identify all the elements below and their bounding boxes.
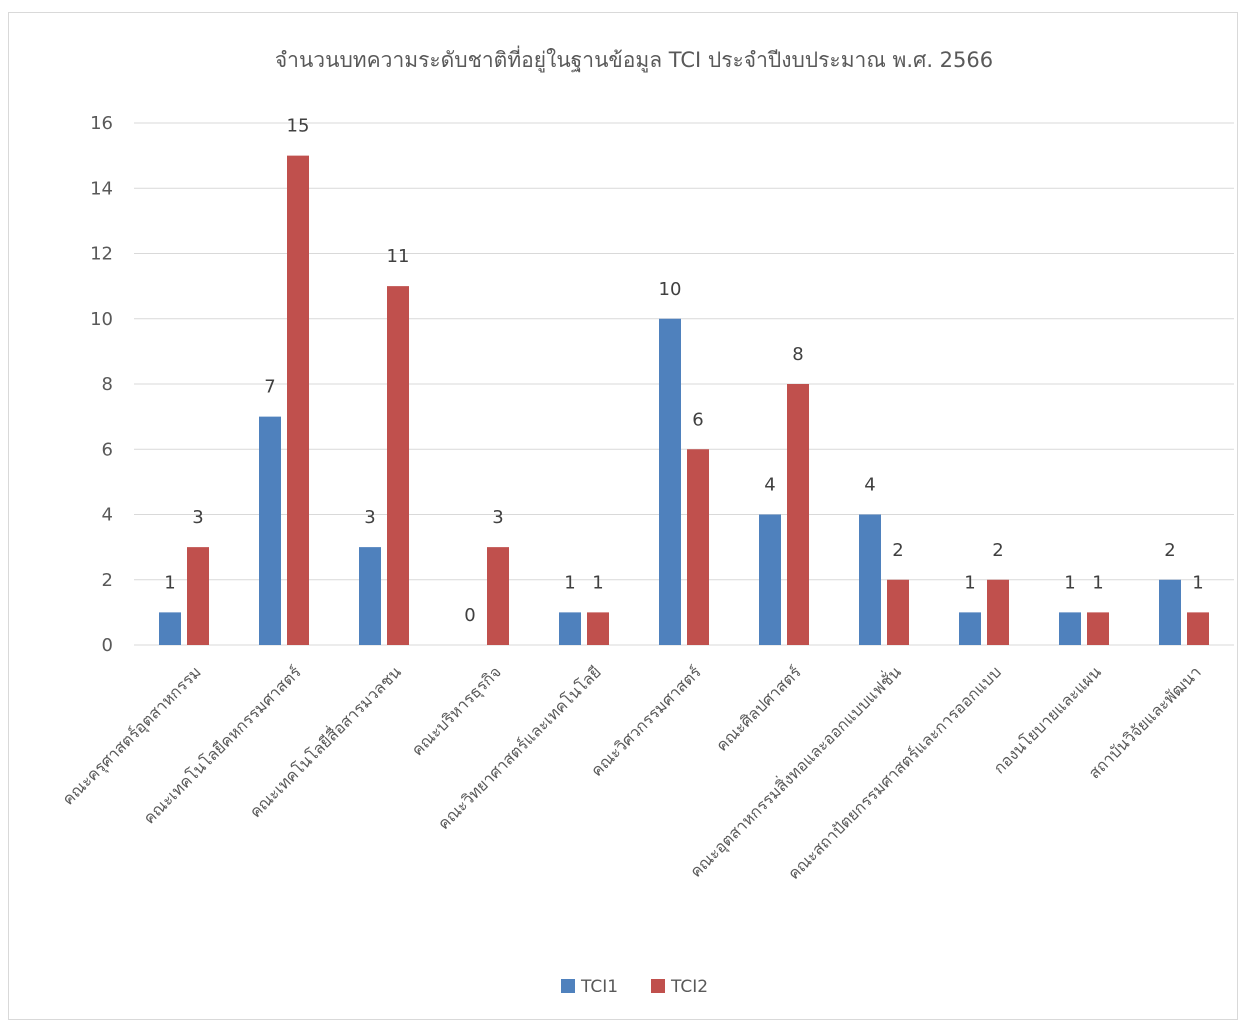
bar-tci1 (959, 612, 981, 645)
legend-label: TCI1 (580, 977, 618, 997)
y-tick-label: 10 (90, 309, 113, 330)
x-category-label: คณะเทคโนโลยีคหกรรมศาสตร์ (140, 662, 306, 828)
y-tick-label: 2 (102, 570, 113, 591)
bars (159, 155, 1209, 645)
bar-tci2 (1087, 612, 1109, 645)
y-tick-label: 4 (102, 505, 113, 526)
data-label: 3 (192, 507, 203, 528)
bar-tci1 (1059, 612, 1081, 645)
data-label: 1 (1192, 572, 1203, 593)
bar-tci1 (359, 547, 381, 645)
y-tick-label: 16 (90, 113, 113, 134)
y-tick-label: 6 (102, 439, 113, 460)
bar-tci1 (559, 612, 581, 645)
y-tick-label: 8 (102, 374, 113, 395)
bar-tci2 (187, 547, 209, 645)
legend-swatch-tci1 (561, 979, 575, 993)
bar-tci1 (1159, 579, 1181, 645)
data-label: 15 (287, 116, 310, 137)
x-category-label: คณะวิทยาศาสตร์และเทคโนโลยี (434, 662, 605, 833)
x-category-label: คณะวิศวกรรมศาสตร์ (587, 662, 705, 780)
data-label: 2 (1164, 540, 1175, 561)
bar-tci1 (659, 318, 681, 645)
x-category-label: คณะอุตสาหกรรมสิ่งทอและออกแบบแฟชั่น (685, 661, 906, 882)
data-label: 2 (992, 540, 1003, 561)
x-category-label: กองนโยบายและแผน (990, 662, 1105, 777)
bar-tci1 (759, 514, 781, 645)
data-label: 1 (164, 572, 175, 593)
bar-tci1 (259, 416, 281, 645)
x-category-label: สถาบันวิจัยและพัฒนา (1085, 662, 1205, 782)
data-label: 2 (892, 540, 903, 561)
data-label: 0 (464, 605, 475, 626)
data-label: 1 (592, 572, 603, 593)
data-label: 1 (964, 572, 975, 593)
bar-tci2 (787, 384, 809, 645)
bar-chart: จำนวนบทความระดับชาติที่อยู่ในฐานข้อมูล T… (58, 45, 1234, 997)
x-axis-categories: คณะครุศาสตร์อุตสาหกรรมคณะเทคโนโลยีคหกรรม… (58, 661, 1204, 883)
data-label: 1 (1064, 572, 1075, 593)
data-label: 1 (564, 572, 575, 593)
data-label: 3 (364, 507, 375, 528)
data-label: 11 (387, 246, 410, 267)
data-label: 6 (692, 409, 703, 430)
x-category-label: คณะสถาปัตยกรรมศาสตร์และการออกแบบ (784, 662, 1005, 883)
data-label: 3 (492, 507, 503, 528)
data-label: 8 (792, 344, 803, 365)
bar-tci2 (587, 612, 609, 645)
y-tick-label: 0 (102, 635, 113, 656)
data-label: 4 (764, 475, 775, 496)
bar-tci2 (287, 155, 309, 645)
bar-tci1 (159, 612, 181, 645)
bar-tci2 (887, 579, 909, 645)
data-label: 1 (1092, 572, 1103, 593)
chart-frame: จำนวนบทความระดับชาติที่อยู่ในฐานข้อมูล T… (8, 12, 1238, 1020)
y-tick-label: 14 (90, 178, 113, 199)
chart-title: จำนวนบทความระดับชาติที่อยู่ในฐานข้อมูล T… (275, 45, 993, 73)
bar-tci2 (687, 449, 709, 645)
bar-tci2 (987, 579, 1009, 645)
x-category-label: คณะศิลปศาสตร์ (712, 662, 805, 755)
x-category-label: คณะบริหารธุรกิจ (408, 662, 506, 760)
gridlines (134, 122, 1234, 646)
y-tick-label: 12 (90, 244, 113, 265)
legend-label: TCI2 (670, 977, 708, 997)
bar-tci1 (859, 514, 881, 645)
legend: TCI1 TCI2 (561, 977, 708, 997)
bar-tci2 (1187, 612, 1209, 645)
data-label: 7 (264, 377, 275, 398)
y-axis-ticks: 0 2 4 6 8 10 12 14 16 (90, 113, 113, 656)
data-label: 4 (864, 475, 875, 496)
legend-swatch-tci2 (651, 979, 665, 993)
bar-tci2 (487, 547, 509, 645)
data-label: 10 (659, 279, 682, 300)
bar-tci2 (387, 286, 409, 645)
